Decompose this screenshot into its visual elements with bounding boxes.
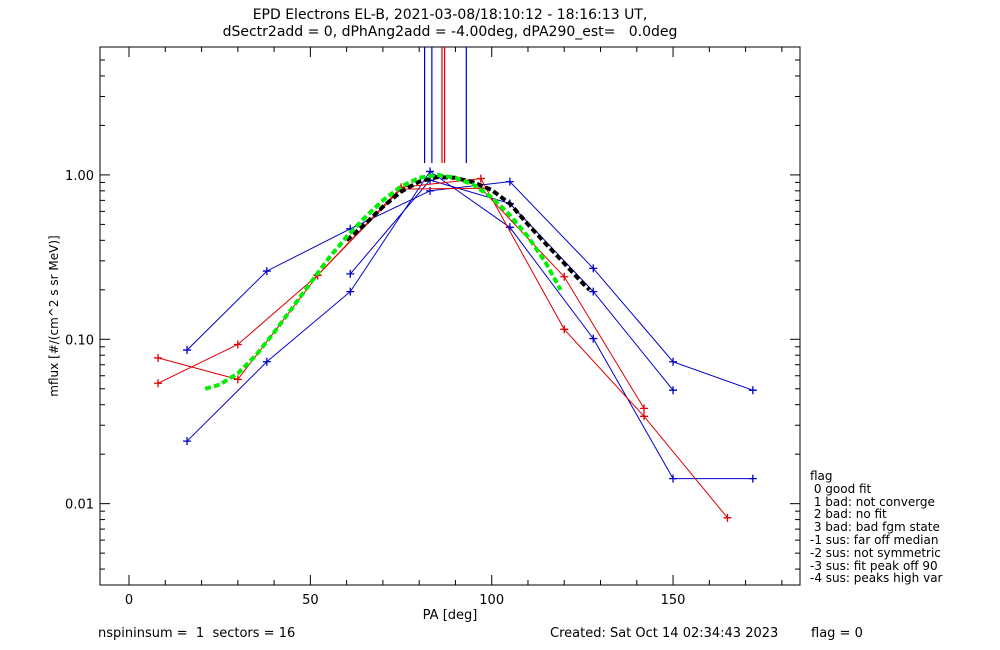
x-tick-label: 50 bbox=[302, 593, 319, 608]
data-series-line bbox=[157, 178, 728, 519]
data-point-marker bbox=[560, 272, 569, 281]
data-point-marker bbox=[560, 325, 569, 334]
data-point-marker bbox=[183, 346, 192, 355]
data-series-line bbox=[349, 179, 674, 391]
y-tick-label: 0.01 bbox=[65, 498, 94, 513]
legend-entry: -3 sus: fit peak off 90 bbox=[810, 558, 938, 573]
data-point-marker bbox=[748, 474, 757, 483]
data-point-marker bbox=[154, 353, 163, 362]
data-point-marker bbox=[589, 264, 598, 273]
y-tick-label: 1.00 bbox=[65, 169, 94, 184]
plot-frame bbox=[99, 46, 801, 586]
data-point-marker bbox=[640, 404, 649, 413]
data-point-marker bbox=[233, 375, 242, 384]
legend-entry: 0 good fit bbox=[810, 481, 872, 496]
data-point-marker bbox=[589, 334, 598, 343]
data-point-marker bbox=[723, 513, 732, 522]
data-point-marker bbox=[426, 186, 435, 195]
data-series-line bbox=[186, 181, 753, 391]
legend-entry: -4 sus: peaks high var bbox=[810, 571, 943, 586]
legend-title: flag bbox=[810, 469, 833, 483]
legend-entry: -2 sus: not symmetric bbox=[810, 545, 941, 560]
fit-curve-green bbox=[204, 172, 563, 391]
data-point-marker bbox=[233, 340, 242, 349]
legend-entry: 3 bad: bad fgm state bbox=[810, 520, 940, 535]
data-point-marker bbox=[346, 269, 355, 278]
footer-created: Created: Sat Oct 14 02:34:43 2023 bbox=[550, 626, 779, 641]
data-point-marker bbox=[669, 474, 678, 483]
data-point-marker bbox=[183, 437, 192, 446]
data-point-marker bbox=[748, 386, 757, 395]
data-point-marker bbox=[640, 412, 649, 421]
y-tick-label: 0.10 bbox=[65, 333, 94, 348]
data-point-marker bbox=[346, 287, 355, 296]
x-tick-label: 100 bbox=[479, 593, 504, 608]
data-point-marker bbox=[505, 223, 514, 232]
x-tick-label: 0 bbox=[125, 593, 133, 608]
legend-entry: -1 sus: far off median bbox=[810, 532, 939, 547]
data-point-marker bbox=[476, 174, 485, 183]
y-axis-label: mflux [#/(cm^2 s sr MeV)] bbox=[47, 235, 61, 396]
legend-entry: 2 bad: no fit bbox=[810, 507, 887, 522]
footer-flag: flag = 0 bbox=[811, 626, 863, 641]
data-point-marker bbox=[589, 287, 598, 296]
data-point-marker bbox=[505, 177, 514, 186]
flag-legend: flag 0 good fit 1 bad: not converge 2 ba… bbox=[810, 470, 942, 585]
chart-title-line1: EPD Electrons EL-B, 2021-03-08/18:10:12 … bbox=[252, 7, 648, 23]
x-axis-label: PA [deg] bbox=[423, 608, 478, 623]
data-point-marker bbox=[154, 379, 163, 388]
legend-entry: 1 bad: not converge bbox=[810, 494, 935, 509]
chart-title-line2: dSectr2add = 0, dPhAng2add = -4.00deg, d… bbox=[222, 24, 678, 40]
data-point-marker bbox=[262, 357, 271, 366]
footer-nspin-sectors: nspininsum = 1 sectors = 16 bbox=[98, 626, 296, 641]
data-series-line bbox=[186, 170, 753, 480]
x-tick-label: 150 bbox=[661, 593, 686, 608]
data-point-marker bbox=[262, 267, 271, 276]
data-point-marker bbox=[669, 386, 678, 395]
data-point-marker bbox=[669, 357, 678, 366]
fit-curve-black bbox=[345, 175, 591, 292]
